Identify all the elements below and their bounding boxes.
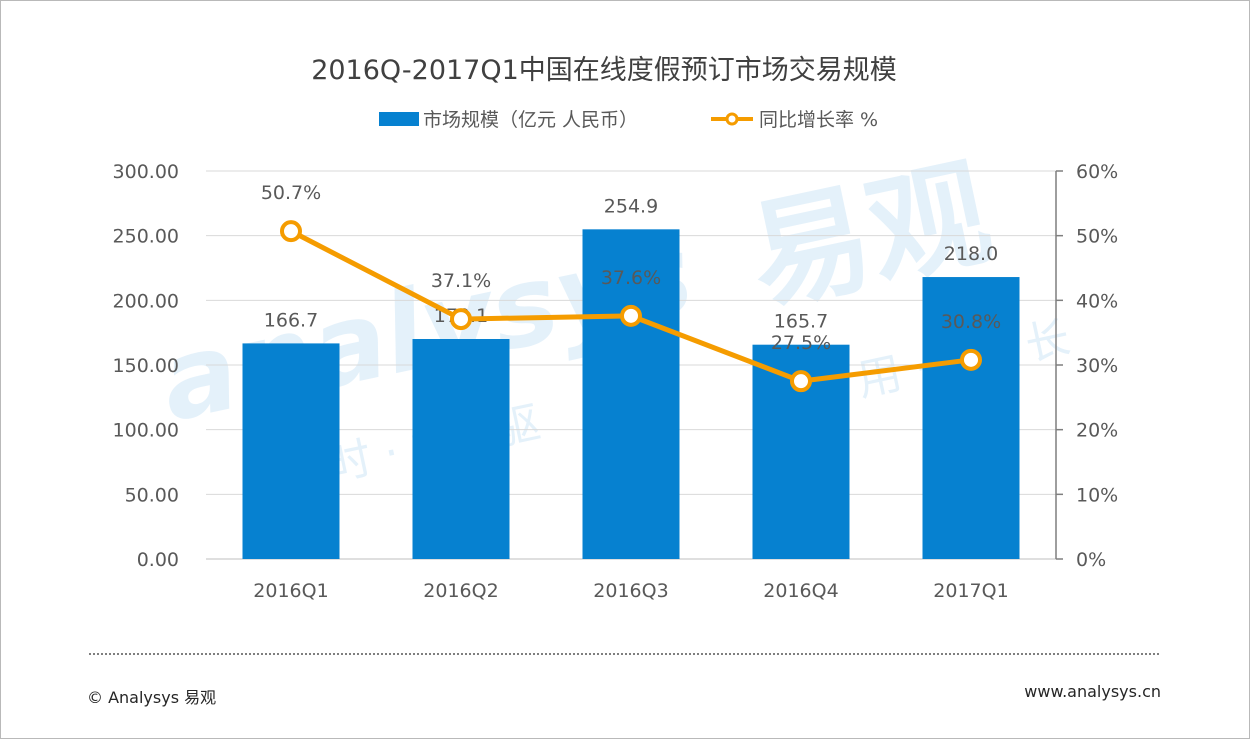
- bar: [412, 339, 510, 559]
- category-label: 2016Q1: [253, 580, 328, 602]
- y-left-tick-label: 100.00: [113, 420, 179, 442]
- bar-value-label: 254.9: [604, 195, 658, 217]
- y-right-tick-label: 40%: [1076, 290, 1118, 312]
- line-value-label: 50.7%: [261, 182, 321, 204]
- category-label: 2016Q2: [423, 580, 498, 602]
- bar-value-label: 166.7: [264, 309, 318, 331]
- legend-line-label: 同比增长率 %: [759, 109, 878, 131]
- line-value-label: 37.6%: [601, 267, 661, 289]
- website-link[interactable]: www.analysys.cn: [1024, 682, 1161, 701]
- bar: [582, 229, 680, 559]
- line-point: [280, 220, 302, 243]
- legend-bar-label: 市场规模（亿元 人民币）: [423, 109, 638, 131]
- axes: 0.00 50.00 100.00 150.00 200.00 250.00 300.00 0…: [113, 161, 1119, 571]
- y-left-tick-label: 0.00: [137, 549, 179, 571]
- line-point: [620, 304, 642, 327]
- category-label: 2016Q3: [593, 580, 668, 602]
- line-value-label: 30.8%: [941, 311, 1001, 333]
- line-value-labels: 50.7% 37.1% 37.6% 27.5% 30.8%: [261, 182, 1001, 354]
- y-left-tick-label: 200.00: [113, 290, 179, 312]
- category-labels: 2016Q1 2016Q2 2016Q3 2016Q4 2017Q1: [253, 580, 1008, 602]
- y-right-tick-label: 10%: [1076, 484, 1118, 506]
- copyright-text: © Analysys 易观: [87, 688, 217, 707]
- y-left-tick-label: 150.00: [113, 355, 179, 377]
- bar-value-label: 218.0: [944, 243, 998, 265]
- bar-series: [242, 229, 1020, 559]
- y-left-tick-label: 250.00: [113, 226, 179, 248]
- y-left-tick-label: 300.00: [113, 161, 179, 183]
- footer-divider: [89, 653, 1159, 655]
- bar: [242, 343, 340, 559]
- chart-title: 2016Q-2017Q1中国在线度假预订市场交易规模: [311, 55, 897, 86]
- line-point: [790, 370, 812, 393]
- bar-value-label: 165.7: [774, 311, 828, 333]
- line-point: [450, 308, 472, 331]
- category-label: 2017Q1: [933, 580, 1008, 602]
- bar: [922, 277, 1020, 559]
- y-right-tick-label: 50%: [1076, 226, 1118, 248]
- y-right-tick-label: 30%: [1076, 355, 1118, 377]
- legend: 市场规模（亿元 人民币） 同比增长率 %: [379, 109, 878, 131]
- line-point: [960, 348, 982, 371]
- line-series: [280, 220, 982, 393]
- legend-line-marker: [725, 112, 739, 126]
- line-value-label: 27.5%: [771, 332, 831, 354]
- line-value-label: 37.1%: [431, 270, 491, 292]
- y-left-tick-label: 50.00: [125, 484, 179, 506]
- y-right-tick-label: 60%: [1076, 161, 1118, 183]
- category-label: 2016Q4: [763, 580, 838, 602]
- y-right-tick-label: 0%: [1076, 549, 1106, 571]
- y-right-tick-label: 20%: [1076, 420, 1118, 442]
- legend-bar-swatch: [379, 112, 419, 126]
